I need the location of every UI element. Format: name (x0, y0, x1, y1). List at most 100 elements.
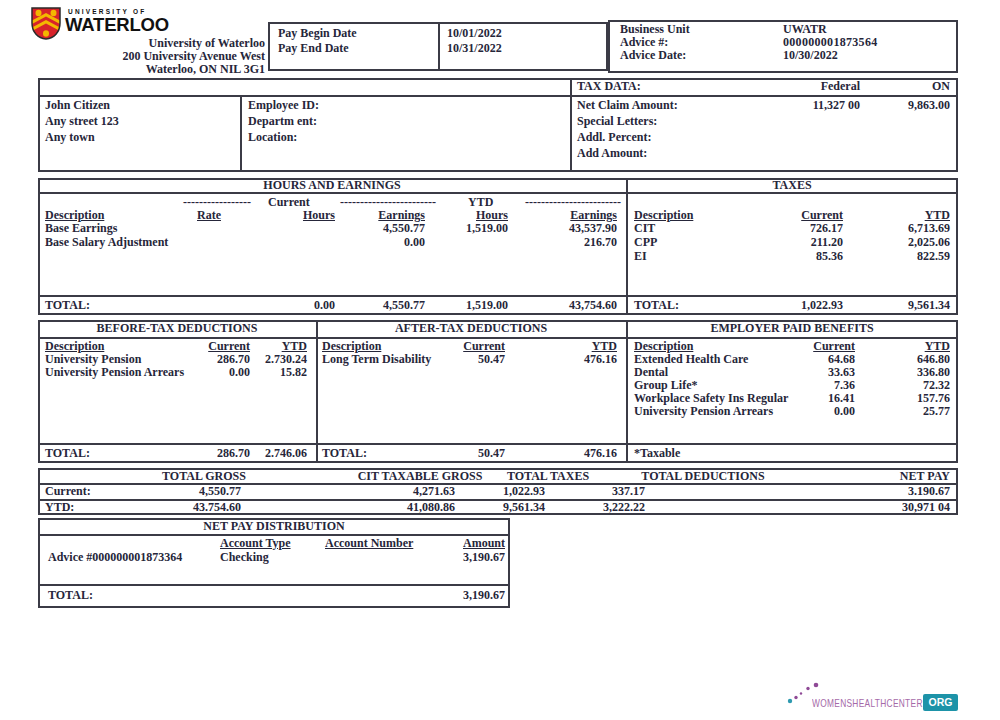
net-claim-on: 9,863.00 (870, 99, 950, 112)
ded-total-divider (38, 443, 958, 445)
location-label: Location: (248, 131, 297, 144)
employee-tax-divider-h (38, 95, 958, 97)
summary-header-net: NET PAY (850, 470, 950, 483)
net-claim-label: Net Claim Amount: (577, 99, 678, 112)
he-row2-earnings: 0.00 (325, 236, 425, 249)
eb-row5-ytd: 25.77 (850, 405, 950, 418)
bt-row2-ytd: 15.82 (227, 366, 307, 379)
addl-percent-label: Addl. Percent: (577, 131, 651, 144)
uw-shield-logo (31, 7, 61, 40)
he-total-divider (38, 295, 958, 297)
tax-total-label: TOTAL: (634, 299, 679, 312)
npd-total-amount: 3,190.67 (425, 589, 505, 602)
bt-total-label: TOTAL: (45, 447, 90, 460)
ded-divider-1 (316, 320, 318, 463)
npd-total-divider (38, 584, 510, 586)
summary-ytd-taxes: 9,561.34 (445, 501, 545, 514)
he-row2-description: Base Salary Adjustment (45, 236, 168, 249)
at-total-current: 50.47 (405, 447, 505, 460)
summary-current-net: 3.190.67 (850, 485, 950, 498)
he-row1-description: Base Earrings (45, 222, 117, 235)
tax-row1-description: CIT (634, 222, 655, 235)
he-total-hours: 0.00 (235, 299, 335, 312)
summary-header-taxes: TOTAL TAXES (488, 470, 608, 483)
tax-row2-description: CPP (634, 236, 657, 249)
tax-row2-ytd: 2,025.06 (850, 236, 950, 249)
employee-address2: Any town (45, 131, 95, 144)
npd-row-advice: Advice #000000001873364 (48, 551, 182, 564)
he-header-rate: Rate (197, 209, 221, 222)
tax-data-divider-v (570, 78, 572, 172)
he-title-divider (38, 192, 958, 194)
tax-row1-ytd: 6,713.69 (850, 222, 950, 235)
summary-ytd-label: YTD: (45, 501, 74, 514)
npd-title: NET PAY DISTRIBUTION (38, 520, 510, 533)
before-tax-title: BEFORE-TAX DEDUCTIONS (38, 322, 316, 335)
pay-end-date-value: 10/31/2022 (447, 42, 502, 55)
pay-begin-date-label: Pay Begin Date (278, 27, 357, 40)
bt-total-ytd: 2.746.06 (227, 447, 307, 460)
eb-row5-current: 0.00 (755, 405, 855, 418)
summary-ytd-deductions: 3,222.22 (545, 501, 645, 514)
summary-header-deductions: TOTAL DEDUCTIONS (628, 470, 778, 483)
hours-earnings-title: HOURS AND EARNINGS (38, 179, 626, 192)
he-total-label: TOTAL: (45, 299, 90, 312)
pay-end-date-label: Pay End Date (278, 42, 349, 55)
npd-header-amount: Amount (425, 537, 505, 550)
at-total-label: TOTAL: (322, 447, 367, 460)
summary-current-label: Current: (45, 485, 91, 498)
tax-row3-current: 85.36 (743, 250, 843, 263)
tax-col-federal: Federal (760, 80, 860, 93)
npd-row-type: Checking (220, 551, 269, 564)
tax-row3-description: EI (634, 250, 647, 263)
npd-header-account-number: Account Number (325, 537, 413, 550)
he-row1-ytd-earnings: 43,537.90 (517, 222, 617, 235)
at-total-ytd: 476.16 (517, 447, 617, 460)
he-row1-ytd-hours: 1,519.00 (408, 222, 508, 235)
advice-date-value: 10/30/2022 (783, 49, 838, 62)
special-letters-label: Special Letters: (577, 115, 657, 128)
employer-address2: Waterloo, ON NIL 3G1 (65, 63, 265, 76)
he-row2-ytd-earnings: 216.70 (517, 236, 617, 249)
brand-name: WOMENSHEALTHCENTER. (812, 697, 925, 710)
tax-row1-current: 726.17 (743, 222, 843, 235)
he-header-hours: Hours (235, 209, 335, 222)
ded-divider-2 (626, 320, 628, 463)
he-total-ytd-hours: 1,519.00 (408, 299, 508, 312)
tax-total-ytd: 9,561.34 (850, 299, 950, 312)
summary-ytd-gross: 43.754.60 (141, 501, 241, 514)
paystub-page: UNIVERSITY OF WATERLOO University of Wat… (0, 0, 1000, 720)
summary-header-gross: TOTAL GROSS (144, 470, 264, 483)
pay-period-divider (438, 22, 440, 71)
tax-col-on: ON (870, 80, 950, 93)
logo-waterloo: WATERLOO (65, 15, 169, 34)
eb-footnote: *Taxable (634, 447, 680, 460)
summary-header-cit: CIT TAXABLE GROSS (345, 470, 495, 483)
add-amount-label: Add Amount: (577, 147, 647, 160)
tax-total-current: 1,022.93 (743, 299, 843, 312)
npd-total-label: TOTAL: (48, 589, 93, 602)
tax-row2-current: 211.20 (743, 236, 843, 249)
employee-address1: Any street 123 (45, 115, 119, 128)
tax-row3-ytd: 822.59 (850, 250, 950, 263)
at-row1-current: 50.47 (405, 353, 505, 366)
employee-id-label: Employee ID: (248, 99, 319, 112)
at-row1-ytd: 476.16 (517, 353, 617, 366)
npd-row-amount: 3,190.67 (425, 551, 505, 564)
brand-tld-badge: ORG (923, 694, 958, 711)
department-label: Departm ent: (248, 115, 317, 128)
after-tax-title: AFTER-TAX DEDUCTIONS (316, 322, 626, 335)
summary-current-taxes: 1,022.93 (445, 485, 545, 498)
he-total-ytd-earnings: 43,754.60 (517, 299, 617, 312)
taxes-title: TAXES (626, 179, 958, 192)
summary-ytd-cit: 41,080.86 (355, 501, 455, 514)
summary-current-gross: 4,550.77 (141, 485, 241, 498)
benefits-title: EMPLOYER PAID BENEFITS (626, 322, 958, 335)
summary-current-deductions: 337.17 (545, 485, 645, 498)
eb-row5-description: University Pension Arrears (634, 405, 773, 418)
summary-current-cit: 4,271.63 (355, 485, 455, 498)
summary-ytd-net: 30,971 04 (850, 501, 950, 514)
advice-date-label: Advice Date: (620, 49, 686, 62)
tax-data-title: TAX DATA: (577, 80, 641, 93)
pay-begin-date-value: 10/01/2022 (447, 27, 502, 40)
